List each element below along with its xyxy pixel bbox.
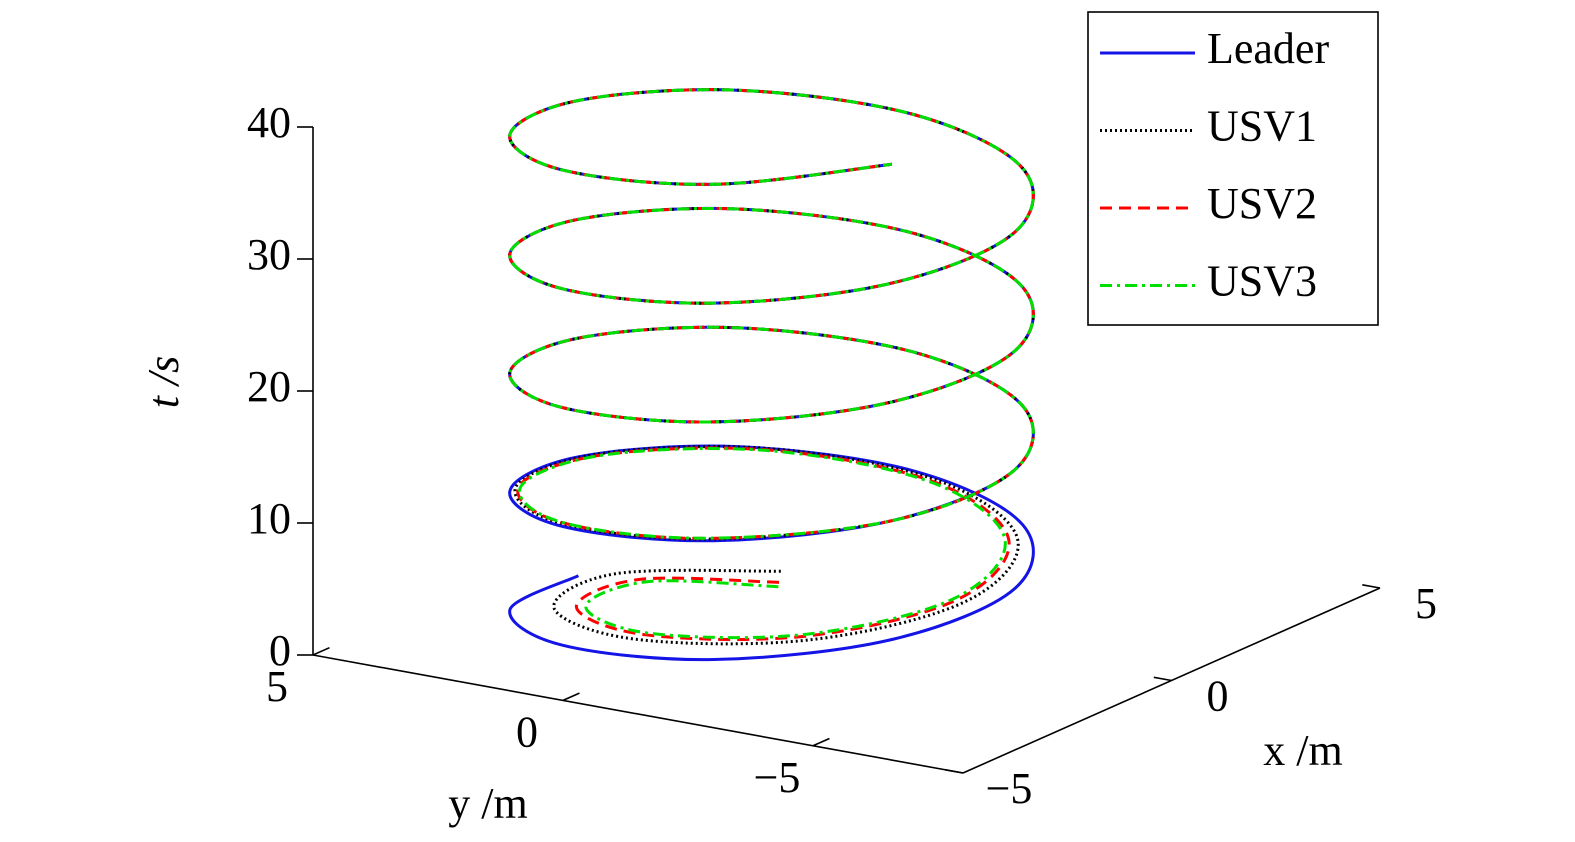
z-tick-label: 10 bbox=[247, 494, 291, 543]
z-tick-label: 30 bbox=[247, 230, 291, 279]
y-tick bbox=[562, 692, 580, 702]
z-axis-label: t /s bbox=[139, 356, 188, 409]
y-tick bbox=[812, 737, 830, 747]
x-axis-label: x /m bbox=[1263, 726, 1342, 775]
legend-label: USV2 bbox=[1207, 179, 1317, 228]
legend: Leader USV1 USV2 USV3 bbox=[1087, 11, 1379, 326]
z-tick-label: 40 bbox=[247, 98, 291, 147]
z-tick-label: 0 bbox=[269, 626, 291, 675]
y-tick-label: 0 bbox=[516, 707, 538, 756]
z-tick-label: 20 bbox=[247, 362, 291, 411]
legend-label: Leader bbox=[1207, 24, 1329, 73]
y-axis-line bbox=[312, 654, 964, 774]
x-tick-label: 5 bbox=[1415, 579, 1437, 628]
series-line bbox=[508, 88, 1035, 640]
legend-label: USV1 bbox=[1207, 102, 1317, 151]
x-tick bbox=[1153, 676, 1172, 682]
y-tick-label: −5 bbox=[754, 753, 801, 802]
x-tick bbox=[1362, 583, 1381, 589]
y-axis-label: y /m bbox=[448, 779, 527, 828]
y-tick bbox=[312, 646, 330, 656]
legend-label: USV3 bbox=[1207, 257, 1317, 306]
y-tick-label: 5 bbox=[266, 662, 288, 711]
x-tick bbox=[945, 768, 964, 774]
x-tick-label: 0 bbox=[1207, 672, 1229, 721]
legend-box bbox=[1087, 11, 1379, 326]
x-tick-label: −5 bbox=[986, 764, 1033, 813]
